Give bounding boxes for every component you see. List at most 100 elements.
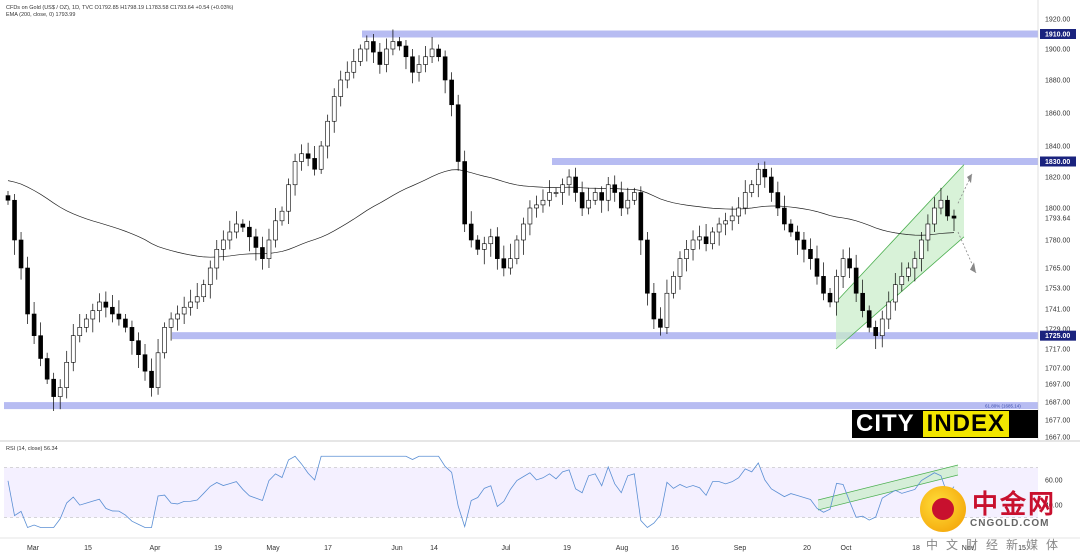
time-tick-label: Aug [616, 545, 629, 552]
candle-body [919, 239, 924, 259]
rsi-channel-lower [817, 474, 959, 511]
candle-body [762, 168, 768, 178]
candle-body [410, 56, 415, 73]
candle-body [18, 239, 24, 269]
candle-body [5, 195, 11, 201]
candle-body [573, 176, 578, 193]
candle-body [547, 192, 552, 201]
candle-body [664, 292, 670, 328]
candle-body [618, 192, 624, 209]
level-band [4, 402, 1038, 410]
city-index-logo: CITY INDEX [852, 410, 1038, 438]
candle-body [194, 296, 200, 303]
candle-body [853, 267, 859, 294]
price-tick-label: 1741.00 [1045, 307, 1070, 314]
candle-body [775, 192, 781, 209]
price-tick-label: 1820.00 [1045, 175, 1070, 182]
candle-body [534, 204, 539, 209]
chart-legend-rsi: RSI (14, close) 56.34 [6, 446, 58, 452]
candle-body [220, 239, 226, 250]
candle-body [932, 207, 937, 225]
cngold-name: 中金网 [972, 490, 1057, 520]
channel-lower-line [835, 236, 965, 350]
candle-body [501, 258, 507, 269]
candle-body [110, 306, 115, 315]
cngold-domain: CNGOLD.COM [970, 518, 1050, 529]
candle-body [162, 327, 167, 354]
rsi-line [7, 455, 955, 529]
candle-body [175, 313, 180, 320]
time-tick-label: Jun [391, 545, 402, 552]
cngold-subtitle: 中文财经新媒体 [926, 538, 1067, 552]
candle-body [945, 199, 950, 217]
candle-body [788, 223, 794, 233]
time-tick-label: 18 [912, 545, 920, 552]
candle-body [755, 168, 761, 186]
candle-body [207, 267, 213, 285]
candle-body [260, 247, 265, 259]
candle-body [801, 239, 807, 250]
candle-body [129, 327, 135, 341]
candle-body [488, 236, 494, 245]
candle-body [234, 223, 239, 233]
candle-body [299, 153, 304, 162]
level-band [172, 332, 1038, 340]
time-tick-label: Oct [841, 545, 852, 552]
chart-legend-ema: EMA (200, close, 0) 1793.99 [6, 12, 76, 18]
arrow-head-down [970, 262, 976, 273]
candle-body [514, 239, 520, 259]
candle-body [632, 192, 637, 201]
candle-body [782, 207, 787, 225]
candle-body [51, 378, 56, 397]
level-tag-label: 1725.00 [1045, 333, 1070, 340]
price-tick-label: 1717.00 [1045, 347, 1070, 354]
candle-body [592, 192, 598, 201]
price-tick-label: 1900.00 [1045, 47, 1070, 54]
candle-body [651, 292, 657, 320]
candle-body [840, 258, 846, 277]
candle-body [331, 96, 337, 122]
cngold-icon [920, 486, 966, 532]
candle-body [103, 301, 109, 308]
candle-body [116, 313, 122, 320]
candle-body [769, 176, 774, 193]
level-tag [1040, 156, 1076, 167]
candle-body [455, 104, 461, 162]
candle-body [403, 45, 409, 58]
candle-body [31, 313, 37, 336]
level-tag-label: 1910.00 [1045, 32, 1070, 39]
candle-body [38, 335, 43, 359]
candle-body [123, 318, 128, 328]
time-tick-label: 19 [563, 545, 571, 552]
time-tick-label: 19 [214, 545, 222, 552]
candle-body [742, 192, 748, 209]
candle-body [873, 327, 879, 336]
candle-body [338, 79, 344, 97]
support-resistance-levels: 61.80% (1685.14) [4, 30, 1038, 410]
candle-body [240, 223, 246, 228]
candle-body [560, 184, 565, 193]
price-tick-label: 1765.00 [1045, 266, 1070, 273]
time-tick-label: Sep [734, 545, 747, 552]
candle-body [97, 301, 102, 311]
arrow-head-up [967, 173, 972, 184]
candle-body [286, 184, 291, 212]
candle-body [318, 145, 324, 170]
candle-body [12, 199, 17, 241]
rising-channel [835, 164, 977, 350]
candle-body [423, 56, 428, 65]
candle-body [710, 231, 715, 245]
candle-body [938, 199, 944, 209]
candle-body [553, 192, 559, 194]
candle-body [351, 61, 357, 73]
rsi-tick-label: 40.00 [1045, 503, 1063, 510]
candle-body [155, 352, 161, 388]
time-tick-label: 14 [430, 545, 438, 552]
candle-body [749, 184, 755, 193]
candle-body [377, 51, 383, 65]
candle-body [834, 276, 839, 303]
candle-body [879, 318, 885, 336]
last-price-label: 1793.64 [1045, 216, 1070, 223]
candle-body [892, 284, 898, 303]
